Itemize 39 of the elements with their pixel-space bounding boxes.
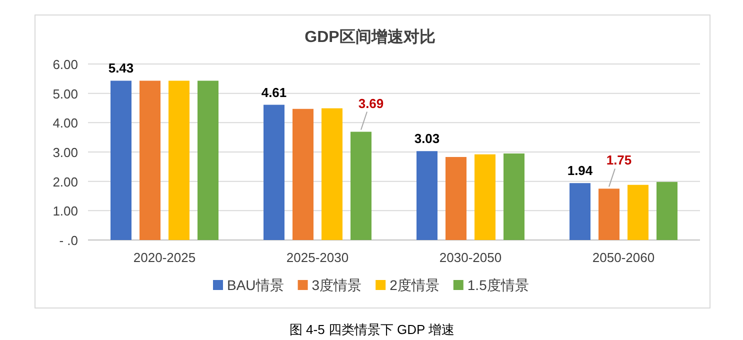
data-label: 1.94 [567,163,594,178]
bar [322,108,342,240]
bar [198,80,218,240]
legend-label: 1.5度情景 [467,277,529,293]
legend-label: BAU情景 [227,277,284,293]
y-tick-label: 2.00 [52,174,78,190]
data-label: 3.03 [414,131,440,146]
legend-label: 3度情景 [312,277,362,293]
x-tick-label: 2020-2025 [133,250,196,265]
y-tick-label: 5.00 [52,86,78,102]
y-tick-label: 1.00 [52,204,78,219]
bar [628,184,648,240]
bar [504,153,524,240]
bar [446,156,466,240]
bar [140,80,160,240]
bar [656,182,678,240]
bar [570,183,590,240]
y-tick-label: 3.00 [52,145,78,160]
bar [350,132,372,240]
bar [292,108,314,240]
legend-label: 2度情景 [390,277,440,293]
bar [598,188,620,240]
y-tick-label: - .0 [59,233,78,248]
x-tick-label: 2050-2060 [592,250,655,265]
x-tick-label: 2030-2050 [439,250,502,265]
bar [264,104,284,240]
y-tick-label: 4.00 [52,116,78,131]
bar [474,154,496,240]
x-tick-label: 2025-2030 [286,250,349,265]
bar [168,80,190,240]
chart-title: GDP区间增速对比 [304,28,436,46]
bar [110,80,132,240]
data-label: 4.61 [261,84,287,100]
bar [416,151,438,240]
y-tick-label: 6.00 [52,57,78,72]
data-label: 5.43 [108,60,134,76]
data-label: 1.75 [606,152,632,168]
data-label: 3.69 [358,96,384,111]
caption: 图 4-5 四类情景下 GDP 增速 [289,322,455,337]
